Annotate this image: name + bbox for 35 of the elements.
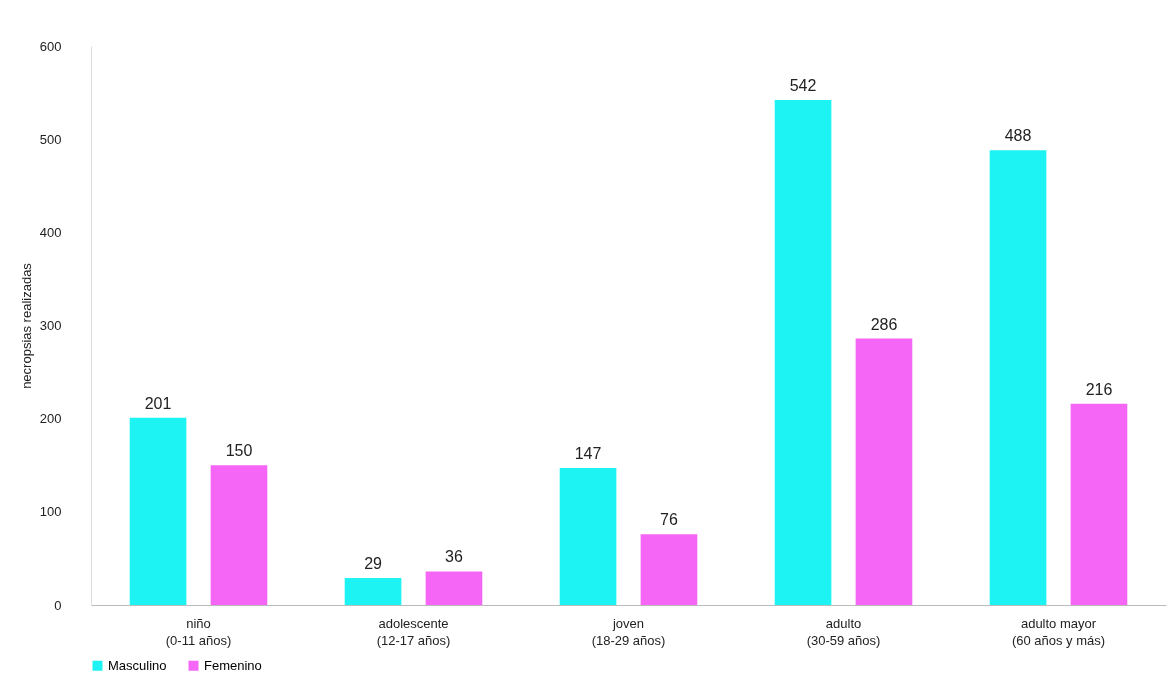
y-tick-label: 500 [39, 131, 62, 147]
y-tick-label: 400 [39, 224, 62, 240]
bar [129, 417, 187, 605]
bar [344, 577, 402, 605]
y-axis-title: necropsias realizadas [18, 262, 34, 389]
y-tick-label: 0 [54, 597, 62, 613]
data-label: 201 [144, 394, 172, 412]
bar [1070, 403, 1128, 605]
bar [640, 534, 698, 605]
bar [989, 150, 1047, 605]
bar [210, 465, 268, 605]
data-label: 76 [660, 511, 678, 529]
y-tick-label: 200 [39, 411, 62, 427]
legend-label: Masculino [108, 657, 167, 673]
data-label: 147 [574, 445, 602, 463]
x-tick-label: adulto (30-59 años) [806, 615, 881, 648]
y-tick-label: 300 [39, 318, 62, 333]
x-tick-label: adulto mayor (60 años y más) [1011, 615, 1106, 648]
data-label: 36 [445, 548, 463, 566]
legend-label: Femenino [204, 657, 262, 673]
data-label: 488 [1004, 127, 1032, 145]
x-tick-label: adolescente (12-17 años) [376, 615, 451, 648]
data-label: 150 [225, 442, 253, 460]
bar [425, 571, 483, 605]
x-tick-label: joven (18-29 años) [591, 615, 666, 648]
data-label: 216 [1085, 380, 1113, 398]
y-tick-label: 100 [39, 504, 62, 520]
x-tick-label: niño (0-11 años) [165, 615, 232, 648]
data-label: 29 [364, 554, 383, 572]
y-tick-label: 600 [39, 38, 62, 54]
bar [774, 100, 832, 605]
bar [855, 338, 913, 605]
data-label: 542 [789, 77, 817, 95]
bar [559, 468, 617, 605]
data-label: 286 [870, 315, 898, 333]
